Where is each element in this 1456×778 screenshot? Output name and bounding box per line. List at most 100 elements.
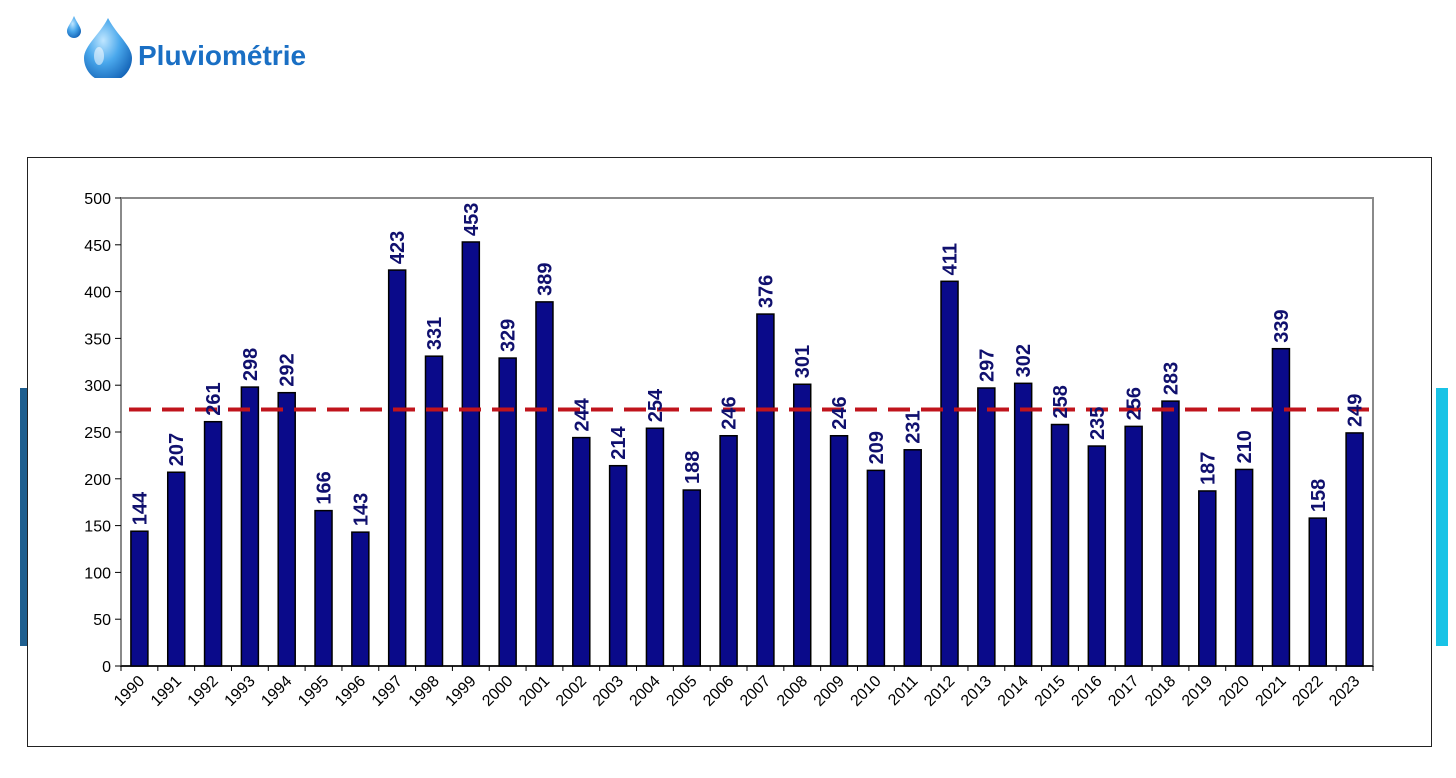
data-label-2020: 210 (1234, 430, 1256, 463)
y-tick-label: 100 (84, 565, 111, 582)
bar-2009 (829, 434, 849, 667)
bar-2007 (756, 313, 775, 667)
data-label-2009: 246 (829, 396, 851, 429)
y-tick-label: 300 (84, 378, 111, 395)
x-tick-label: 2018 (1142, 673, 1179, 710)
bar-2022 (1308, 517, 1328, 667)
bar-2000 (498, 357, 517, 667)
x-tick-label: 2019 (1179, 673, 1216, 710)
bar-1990 (130, 530, 149, 667)
x-tick-label: 1999 (442, 673, 479, 710)
x-tick-label: 2006 (700, 673, 737, 710)
data-label-2016: 235 (1087, 407, 1109, 440)
left-accent-bar (20, 388, 30, 646)
bar-1998 (424, 355, 444, 667)
bar-1992 (203, 420, 223, 667)
bar-2016 (1087, 445, 1107, 667)
bar-2002 (572, 436, 591, 667)
y-tick-label: 150 (84, 519, 111, 536)
data-label-2018: 283 (1160, 362, 1182, 395)
bar-2018 (1161, 400, 1180, 667)
x-tick-label: 2007 (737, 673, 774, 710)
x-tick-label: 2011 (885, 673, 921, 709)
x-tick-label: 2020 (1216, 673, 1253, 710)
data-label-1994: 292 (277, 353, 299, 386)
data-label-2002: 244 (571, 397, 593, 431)
bar-2015 (1050, 423, 1070, 667)
bar-2008 (792, 383, 812, 667)
bar-2023 (1345, 432, 1364, 667)
data-label-2022: 158 (1308, 479, 1330, 512)
x-tick-label: 2023 (1326, 673, 1363, 710)
x-tick-label: 2005 (663, 673, 700, 710)
data-label-2012: 411 (940, 243, 962, 275)
y-tick-label: 250 (84, 425, 111, 442)
x-tick-label: 2008 (774, 673, 811, 710)
water-drop-icon (67, 16, 132, 78)
bar-2021 (1271, 347, 1291, 667)
data-label-2004: 254 (645, 388, 667, 422)
x-tick-label: 2004 (627, 673, 664, 710)
data-label-2011: 231 (903, 410, 925, 443)
data-label-2015: 258 (1050, 385, 1072, 418)
data-label-2019: 187 (1197, 452, 1219, 485)
page-title: Pluviométrie (138, 40, 307, 71)
bar-2012 (940, 280, 959, 667)
x-tick-label: 2009 (811, 673, 848, 710)
data-label-2003: 214 (608, 425, 630, 459)
x-tick-label: 2012 (921, 673, 958, 710)
y-tick-label: 350 (84, 331, 111, 348)
y-tick-label: 50 (93, 612, 111, 629)
y-tick-label: 200 (84, 472, 111, 489)
x-tick-label: 2022 (1289, 673, 1326, 710)
bar-1997 (387, 269, 407, 667)
data-label-1993: 298 (240, 348, 262, 381)
x-tick-label: 1992 (185, 673, 222, 710)
bar-2005 (682, 489, 702, 667)
x-tick-label: 1997 (369, 673, 406, 710)
x-tick-label: 2003 (590, 673, 627, 710)
data-label-2008: 301 (792, 345, 814, 378)
data-label-1999: 453 (461, 203, 483, 236)
data-label-2000: 329 (498, 319, 520, 352)
bar-2004 (645, 427, 665, 667)
x-tick-label: 2014 (995, 673, 1032, 710)
bar-2011 (903, 449, 922, 667)
data-label-2007: 376 (755, 275, 777, 308)
data-label-2023: 249 (1345, 394, 1367, 427)
x-tick-label: 2015 (1032, 673, 1069, 710)
data-label-2017: 256 (1124, 387, 1146, 420)
data-label-1996: 143 (350, 493, 372, 526)
bar-2020 (1234, 468, 1254, 667)
bar-1995 (314, 509, 333, 667)
x-tick-label: 2013 (958, 673, 995, 710)
x-tick-label: 1991 (148, 673, 185, 710)
data-label-1997: 423 (387, 231, 409, 264)
bar-2006 (719, 434, 738, 667)
data-label-1995: 166 (314, 471, 336, 504)
data-label-2005: 188 (682, 451, 704, 484)
right-accent-bar (1436, 388, 1448, 646)
data-label-2013: 297 (976, 349, 998, 382)
x-tick-label: 1990 (111, 673, 148, 710)
x-tick-label: 2002 (553, 673, 590, 710)
bar-2014 (1013, 382, 1033, 667)
x-tick-label: 1993 (222, 673, 259, 710)
data-label-1992: 261 (203, 382, 225, 415)
data-label-2006: 246 (719, 396, 741, 429)
data-label-2010: 209 (866, 431, 888, 464)
header: Pluviométrie (66, 14, 466, 78)
bar-2010 (866, 469, 886, 667)
bar-1993 (240, 386, 260, 667)
bar-1999 (461, 241, 481, 667)
y-tick-label: 500 (84, 191, 111, 208)
data-label-1998: 331 (424, 317, 446, 350)
x-tick-label: 2010 (848, 673, 885, 710)
data-label-2021: 339 (1271, 309, 1293, 342)
bar-2017 (1124, 425, 1143, 667)
bar-1996 (351, 531, 370, 667)
data-label-2014: 302 (1013, 344, 1035, 377)
y-tick-label: 0 (102, 659, 111, 676)
x-tick-label: 2017 (1105, 673, 1142, 710)
